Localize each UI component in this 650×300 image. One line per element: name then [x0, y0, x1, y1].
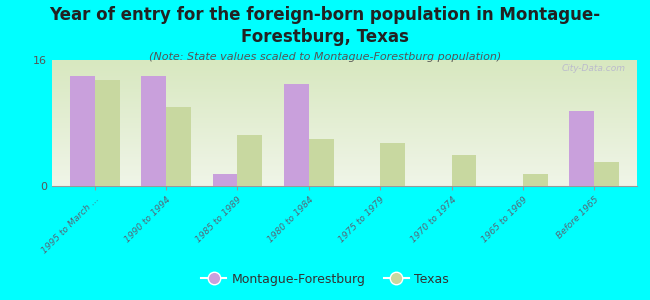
Bar	[166, 107, 191, 186]
Bar	[523, 174, 548, 186]
Text: Year of entry for the foreign-born population in Montague-
Forestburg, Texas: Year of entry for the foreign-born popul…	[49, 6, 601, 46]
Bar	[380, 143, 405, 186]
Bar	[141, 76, 166, 186]
Bar	[284, 84, 309, 186]
Bar	[237, 135, 263, 186]
Bar	[70, 76, 95, 186]
Bar	[309, 139, 334, 186]
Bar	[569, 111, 594, 186]
Text: City-Data.com: City-Data.com	[562, 64, 625, 73]
Bar	[95, 80, 120, 186]
Text: (Note: State values scaled to Montague-Forestburg population): (Note: State values scaled to Montague-F…	[149, 52, 501, 62]
Bar	[213, 174, 237, 186]
Bar	[452, 154, 476, 186]
Bar	[594, 162, 619, 186]
Legend: Montague-Forestburg, Texas: Montague-Forestburg, Texas	[196, 268, 454, 291]
